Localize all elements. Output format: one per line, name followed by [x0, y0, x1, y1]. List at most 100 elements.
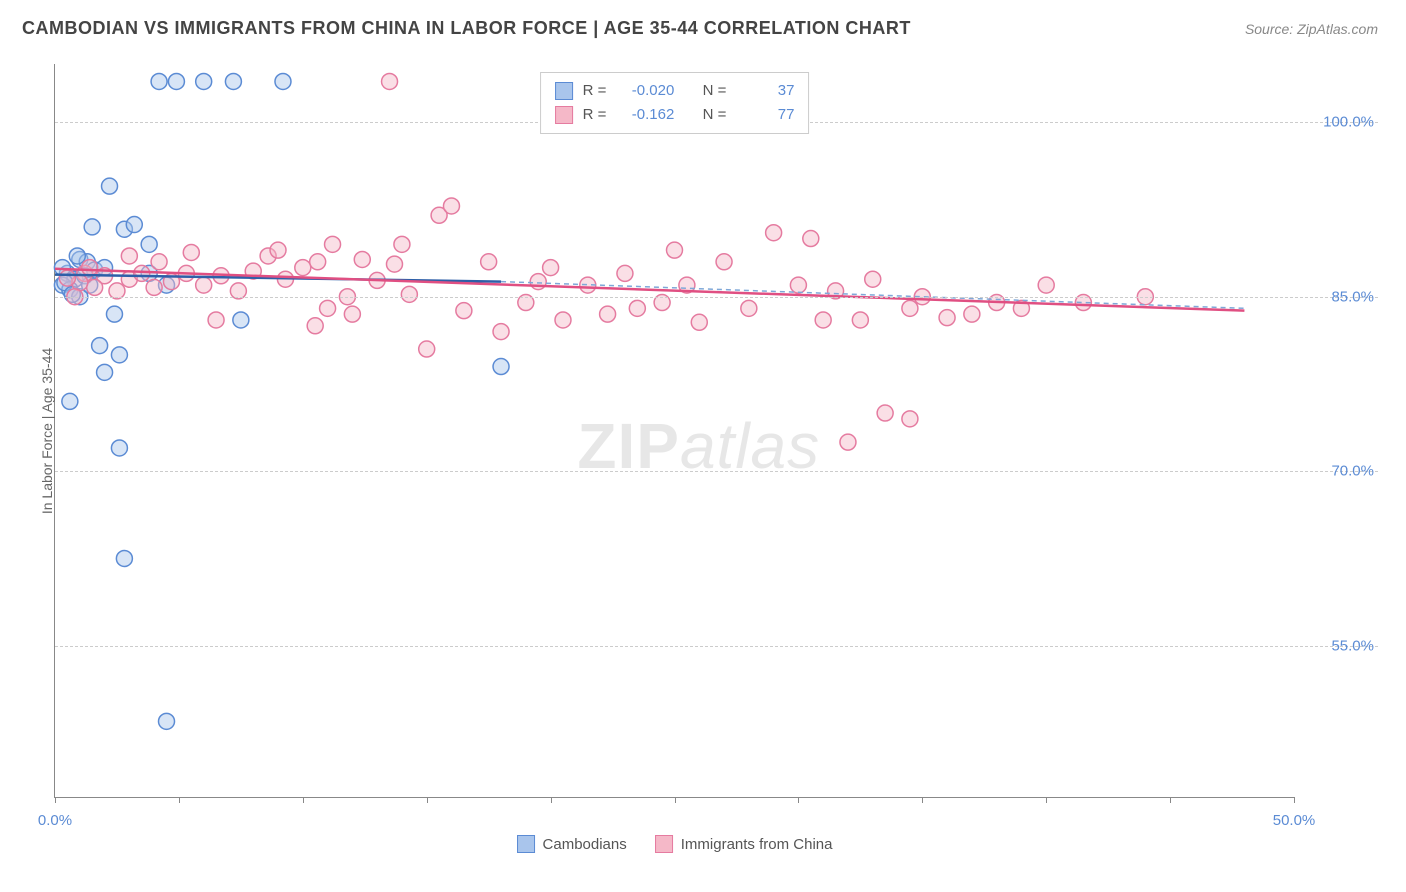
scatter-point — [295, 260, 311, 276]
scatter-point — [141, 236, 157, 252]
chart-container: In Labor Force | Age 35-44 ZIPatlas R = … — [22, 54, 1378, 864]
scatter-point — [310, 254, 326, 270]
scatter-point — [401, 286, 417, 302]
scatter-point — [386, 256, 402, 272]
scatter-point — [151, 73, 167, 89]
y-tick-label: 55.0% — [1331, 637, 1374, 654]
scatter-point — [493, 359, 509, 375]
scatter-point — [270, 242, 286, 258]
scatter-point — [325, 236, 341, 252]
scatter-point — [111, 440, 127, 456]
scatter-point — [443, 198, 459, 214]
scatter-point — [106, 306, 122, 322]
scatter-point — [493, 324, 509, 340]
scatter-point — [196, 73, 212, 89]
gridline — [55, 471, 1378, 472]
scatter-point — [196, 277, 212, 293]
legend-swatch-1 — [655, 835, 673, 853]
scatter-point — [344, 306, 360, 322]
scatter-point — [92, 338, 108, 354]
scatter-svg — [55, 64, 1294, 797]
y-tick-label: 70.0% — [1331, 463, 1374, 480]
scatter-point — [208, 312, 224, 328]
scatter-point — [307, 318, 323, 334]
legend-swatch-cambodians — [555, 82, 573, 100]
x-tick — [798, 797, 799, 803]
scatter-point — [1038, 277, 1054, 293]
scatter-point — [126, 217, 142, 233]
legend-N-value-0: 37 — [736, 79, 794, 103]
scatter-point — [815, 312, 831, 328]
scatter-point — [320, 300, 336, 316]
scatter-point — [691, 314, 707, 330]
scatter-point — [543, 260, 559, 276]
scatter-point — [877, 405, 893, 421]
gridline — [55, 646, 1378, 647]
chart-title: CAMBODIAN VS IMMIGRANTS FROM CHINA IN LA… — [22, 18, 911, 39]
scatter-point — [354, 251, 370, 267]
scatter-point — [382, 73, 398, 89]
scatter-point — [419, 341, 435, 357]
y-tick-label: 100.0% — [1323, 114, 1374, 131]
scatter-point — [62, 393, 78, 409]
legend-row-cambodians: R = -0.020 N = 37 — [555, 79, 795, 103]
scatter-point — [716, 254, 732, 270]
legend-correlation: R = -0.020 N = 37 R = -0.162 N = 77 — [540, 72, 810, 134]
scatter-point — [481, 254, 497, 270]
x-tick — [1170, 797, 1171, 803]
x-tick-label-left: 0.0% — [38, 812, 72, 829]
scatter-point — [766, 225, 782, 241]
legend-swatch-0 — [517, 835, 535, 853]
chart-header: CAMBODIAN VS IMMIGRANTS FROM CHINA IN LA… — [0, 0, 1406, 49]
scatter-point — [159, 713, 175, 729]
legend-label-1: Immigrants from China — [681, 836, 833, 853]
legend-R-label: R = — [583, 79, 607, 103]
scatter-point — [840, 434, 856, 450]
scatter-point — [629, 300, 645, 316]
legend-item-cambodians: Cambodians — [517, 835, 627, 853]
scatter-point — [151, 254, 167, 270]
scatter-point — [275, 73, 291, 89]
plot-area: In Labor Force | Age 35-44 ZIPatlas R = … — [54, 64, 1294, 798]
scatter-point — [121, 248, 137, 264]
scatter-point — [790, 277, 806, 293]
legend-swatch-china — [555, 106, 573, 124]
scatter-point — [939, 310, 955, 326]
x-tick — [551, 797, 552, 803]
scatter-point — [964, 306, 980, 322]
legend-N-value-1: 77 — [736, 103, 794, 127]
scatter-point — [146, 279, 162, 295]
x-tick — [303, 797, 304, 803]
scatter-point — [555, 312, 571, 328]
scatter-point — [116, 550, 132, 566]
scatter-point — [803, 231, 819, 247]
scatter-point — [600, 306, 616, 322]
scatter-point — [84, 219, 100, 235]
scatter-point — [456, 303, 472, 319]
scatter-point — [59, 270, 75, 286]
scatter-point — [225, 73, 241, 89]
scatter-point — [87, 279, 103, 295]
legend-R-value-0: -0.020 — [616, 79, 674, 103]
legend-N-label-1: N = — [703, 103, 727, 127]
scatter-point — [69, 248, 85, 264]
scatter-point — [902, 411, 918, 427]
x-tick — [675, 797, 676, 803]
x-tick — [55, 797, 56, 803]
scatter-point — [865, 271, 881, 287]
legend-item-china: Immigrants from China — [655, 835, 833, 853]
legend-label-0: Cambodians — [543, 836, 627, 853]
scatter-point — [233, 312, 249, 328]
chart-source: Source: ZipAtlas.com — [1245, 21, 1378, 37]
legend-R-label-1: R = — [583, 103, 607, 127]
scatter-point — [617, 265, 633, 281]
scatter-point — [667, 242, 683, 258]
x-tick — [427, 797, 428, 803]
scatter-point — [82, 260, 98, 276]
x-tick — [179, 797, 180, 803]
gridline — [55, 297, 1378, 298]
legend-N-label: N = — [703, 79, 727, 103]
scatter-point — [852, 312, 868, 328]
scatter-point — [741, 300, 757, 316]
scatter-point — [102, 178, 118, 194]
